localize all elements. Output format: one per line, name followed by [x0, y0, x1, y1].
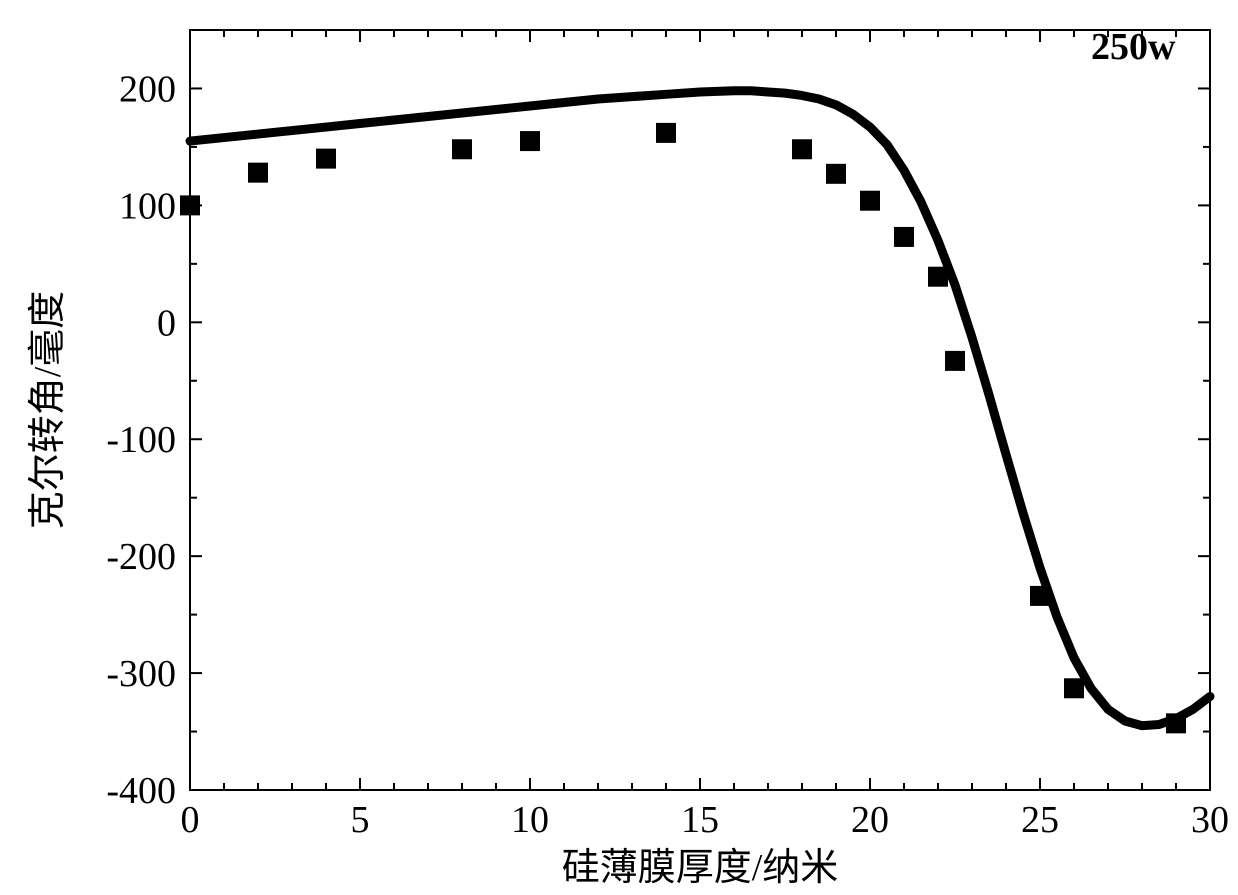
x-tick-label: 5	[351, 799, 370, 841]
data-point	[860, 191, 880, 211]
x-tick-label: 10	[511, 799, 549, 841]
data-point	[656, 123, 676, 143]
y-tick-label: -300	[106, 653, 176, 695]
data-point	[928, 267, 948, 287]
data-point	[180, 195, 200, 215]
data-point	[316, 149, 336, 169]
data-point	[452, 139, 472, 159]
data-point	[1064, 678, 1084, 698]
data-point	[1166, 713, 1186, 733]
y-tick-label: -100	[106, 419, 176, 461]
fit-line	[190, 91, 1210, 726]
y-tick-label: 200	[119, 68, 176, 110]
y-tick-label: -200	[106, 536, 176, 578]
data-point	[248, 163, 268, 183]
data-point	[894, 227, 914, 247]
x-tick-label: 30	[1191, 799, 1229, 841]
x-tick-label: 25	[1021, 799, 1059, 841]
data-point	[1030, 586, 1050, 606]
x-tick-label: 0	[181, 799, 200, 841]
data-point	[520, 131, 540, 151]
chart-container: 0 5 10 15 20 25 30 -400 -300 -200 -100 0 100 200 硅薄膜厚度…	[0, 0, 1238, 895]
data-point	[945, 351, 965, 371]
y-axis-label: 克尔转角/毫度	[27, 291, 69, 530]
data-point	[792, 139, 812, 159]
y-tick-label: -400	[106, 770, 176, 812]
data-point	[826, 164, 846, 184]
y-tick-label: 100	[119, 185, 176, 227]
annotation-label: 250w	[1091, 26, 1176, 68]
x-tick-label: 15	[681, 799, 719, 841]
x-tick-label: 20	[851, 799, 889, 841]
chart-svg: 0 5 10 15 20 25 30 -400 -300 -200 -100 0 100 200 硅薄膜厚度…	[0, 0, 1238, 895]
x-axis-label: 硅薄膜厚度/纳米	[562, 847, 839, 889]
y-tick-label: 0	[157, 302, 176, 344]
